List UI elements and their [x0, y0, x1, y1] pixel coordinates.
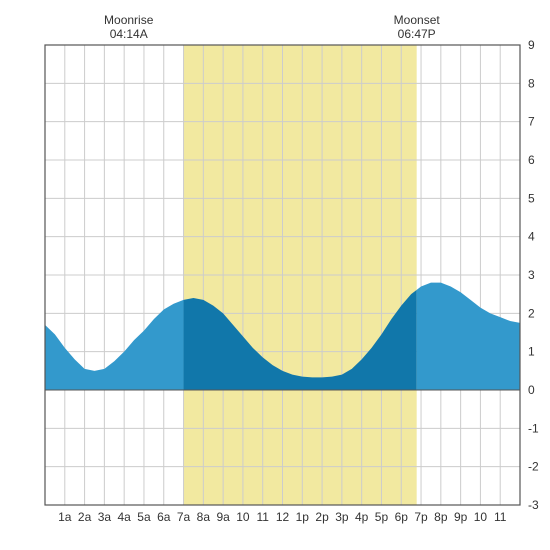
x-tick-label: 6a: [157, 510, 171, 524]
x-tick-label: 4p: [355, 510, 369, 524]
x-tick-label: 2p: [315, 510, 329, 524]
y-tick-label: 1: [528, 345, 535, 359]
y-tick-label: -3: [528, 498, 539, 512]
x-tick-label: 4a: [117, 510, 131, 524]
x-tick-label: 10: [236, 510, 250, 524]
x-tick-label: 8p: [434, 510, 448, 524]
y-tick-label: 6: [528, 153, 535, 167]
x-tick-label: 12: [276, 510, 290, 524]
y-tick-label: 2: [528, 306, 535, 320]
x-tick-label: 3a: [98, 510, 112, 524]
tide-chart: 1a2a3a4a5a6a7a8a9a1011121p2p3p4p5p6p7p8p…: [10, 10, 540, 540]
y-tick-label: -1: [528, 421, 539, 435]
x-tick-label: 3p: [335, 510, 349, 524]
moonrise-label: Moonrise: [104, 13, 154, 27]
y-tick-label: 9: [528, 38, 535, 52]
moonrise-time: 04:14A: [110, 27, 148, 41]
y-tick-label: 7: [528, 115, 535, 129]
x-tick-label: 1p: [296, 510, 310, 524]
y-tick-label: 8: [528, 76, 535, 90]
y-tick-label: 0: [528, 383, 535, 397]
x-tick-label: 7a: [177, 510, 191, 524]
x-tick-label: 11: [256, 510, 269, 524]
x-tick-label: 9a: [216, 510, 230, 524]
y-tick-label: -2: [528, 460, 539, 474]
x-tick-label: 6p: [395, 510, 409, 524]
y-tick-label: 3: [528, 268, 535, 282]
x-tick-label: 5p: [375, 510, 389, 524]
moonset-time: 06:47P: [398, 27, 436, 41]
x-tick-label: 11: [494, 510, 507, 524]
x-tick-label: 1a: [58, 510, 72, 524]
x-tick-label: 7p: [414, 510, 428, 524]
y-tick-label: 5: [528, 191, 535, 205]
x-tick-label: 8a: [197, 510, 211, 524]
x-tick-label: 5a: [137, 510, 151, 524]
chart-svg: 1a2a3a4a5a6a7a8a9a1011121p2p3p4p5p6p7p8p…: [10, 10, 540, 540]
x-tick-label: 9p: [454, 510, 468, 524]
x-tick-label: 2a: [78, 510, 92, 524]
y-tick-label: 4: [528, 230, 535, 244]
x-tick-label: 10: [474, 510, 488, 524]
moonset-label: Moonset: [394, 13, 441, 27]
